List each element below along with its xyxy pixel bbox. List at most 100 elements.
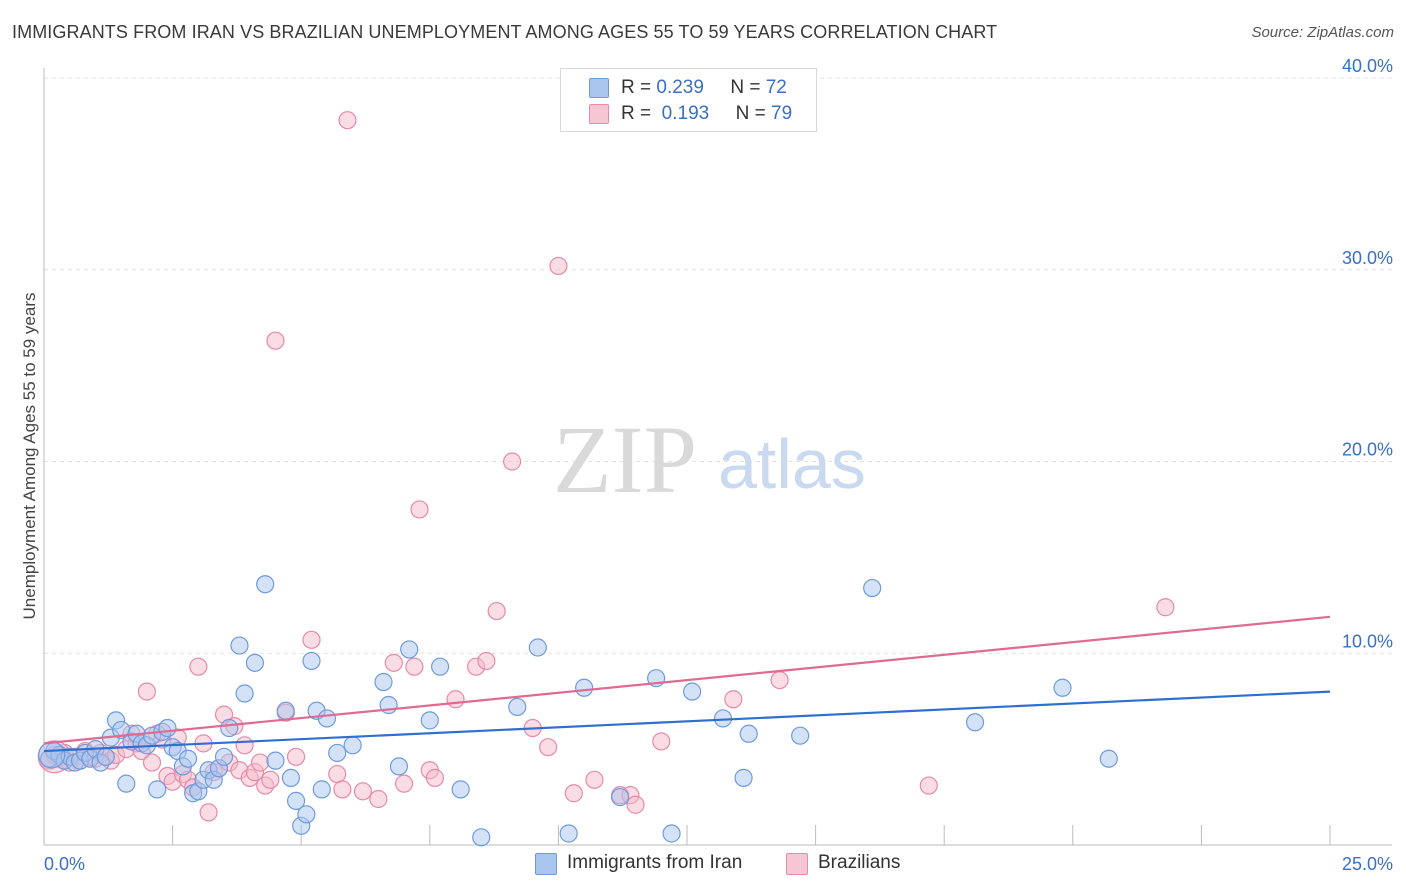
- iran-point-37: [235, 684, 254, 703]
- brazilians-point-71: [652, 732, 671, 751]
- iran-point-57: [430, 657, 450, 676]
- brazilians-point-67: [585, 770, 604, 789]
- iran-point-15: [117, 774, 136, 793]
- iran-point-67: [683, 682, 702, 701]
- brazilians-point-72: [724, 690, 743, 709]
- iran-point-27: [178, 749, 198, 768]
- brazilians-point-58: [446, 690, 465, 709]
- legend-n-label: N =: [735, 103, 766, 124]
- iran-point-62: [559, 824, 578, 843]
- brazilians-point-51: [369, 789, 388, 809]
- source-credit: Source: ZipAtlas.com: [1251, 24, 1394, 41]
- iran-point-23: [158, 718, 177, 738]
- y-tick-label-0: 10.0%: [1342, 631, 1393, 651]
- x-tick-labels: 0.0% 25.0%: [44, 854, 1393, 874]
- brazilians-point-37: [235, 736, 254, 755]
- iran-point-75: [1099, 749, 1118, 768]
- iran-point-41: [276, 701, 295, 720]
- series-iran-points: [38, 575, 1118, 847]
- trend-line-brazilians: [43, 615, 1331, 745]
- brazilians-point-49: [338, 111, 357, 130]
- iran-point-50: [328, 743, 347, 763]
- brazilians-point-19: [142, 753, 162, 772]
- legend-n-label: N =: [730, 77, 761, 98]
- legend-r-value: 0.239: [656, 77, 704, 98]
- brazilians-point-43: [266, 331, 285, 350]
- brazilians-point-66: [564, 784, 583, 803]
- iran-point-38: [245, 653, 265, 672]
- y-axis-label: Unemployment Among Ages 55 to 59 years: [20, 292, 39, 620]
- y-tick-label-3: 40.0%: [1342, 56, 1393, 76]
- brazilians-point-70: [626, 795, 645, 814]
- chart-title: IMMIGRANTS FROM IRAN VS BRAZILIAN UNEMPL…: [12, 22, 998, 42]
- brazilians-point-73: [770, 670, 789, 690]
- brazilians-point-64: [539, 738, 558, 757]
- iran-point-43: [286, 791, 306, 810]
- iran-point-35: [220, 718, 239, 738]
- y-tick-labels: 10.0% 20.0% 30.0% 40.0%: [1342, 56, 1393, 651]
- legend-label-brazilians: Brazilians: [818, 852, 901, 873]
- brazilians-point-60: [477, 651, 496, 671]
- legend-r-label: R =: [621, 77, 652, 98]
- iran-point-51: [343, 736, 362, 755]
- legend-swatch-brazilians: [786, 853, 808, 875]
- legend-series: Immigrants from Iran Brazilians: [0, 852, 1406, 878]
- brazilians-point-40: [250, 753, 270, 772]
- brazilians-point-74: [919, 776, 938, 795]
- iran-point-56: [420, 711, 439, 730]
- brazilians-point-52: [384, 653, 403, 672]
- iran-point-66: [662, 824, 681, 843]
- legend-swatch-brazilians: [589, 104, 609, 124]
- iran-point-72: [863, 578, 882, 598]
- iran-point-48: [312, 780, 331, 799]
- brazilians-point-53: [394, 774, 414, 793]
- x-tick-label-0: 0.0%: [44, 854, 85, 874]
- x-tick-label-1: 25.0%: [1342, 854, 1393, 874]
- brazilians-point-30: [199, 803, 218, 822]
- iran-point-52: [374, 672, 393, 692]
- iran-point-73: [965, 713, 985, 732]
- brazilians-point-46: [302, 630, 321, 649]
- iran-point-60: [508, 697, 527, 717]
- brazilians-point-47: [328, 764, 347, 784]
- watermark-atlas: atlas: [718, 425, 866, 503]
- iran-point-39: [256, 575, 275, 594]
- brazilians-point-57: [425, 768, 445, 787]
- iran-point-40: [266, 751, 285, 770]
- y-tick-label-2: 30.0%: [1342, 248, 1393, 268]
- legend-swatch-iran: [535, 853, 557, 875]
- trend-line-iran: [43, 690, 1331, 753]
- brazilians-point-28: [189, 657, 208, 676]
- brazilians-point-65: [549, 256, 568, 276]
- iran-point-36: [230, 636, 249, 655]
- legend-n-value: 79: [771, 103, 793, 124]
- iran-point-11: [96, 747, 115, 766]
- axes: [43, 68, 1392, 846]
- trend-lines: [43, 615, 1331, 753]
- legend-correlation: R = 0.239 N = 72 R = 0.193 N = 79: [560, 68, 817, 132]
- brazilians-point-48: [333, 780, 352, 799]
- iran-point-55: [400, 640, 419, 659]
- iran-point-58: [451, 780, 470, 799]
- brazilians-point-54: [405, 657, 424, 676]
- iran-point-45: [297, 805, 316, 824]
- iran-point-61: [528, 638, 547, 657]
- iran-point-63: [575, 678, 594, 697]
- iran-point-70: [739, 724, 758, 743]
- brazilians-point-61: [487, 601, 506, 621]
- iran-point-74: [1053, 678, 1072, 697]
- brazilians-point-45: [286, 747, 306, 766]
- legend-r-value: 0.193: [661, 103, 710, 124]
- watermark-zip: ZIP: [553, 406, 697, 513]
- legend-r-label: R =: [621, 103, 652, 124]
- brazilians-point-62: [503, 452, 522, 471]
- iran-point-54: [389, 757, 409, 776]
- iran-point-42: [281, 768, 301, 787]
- iran-point-64: [611, 787, 630, 807]
- brazilians-point-50: [353, 782, 373, 801]
- brazilians-point-55: [410, 500, 429, 519]
- legend-swatch-iran: [589, 78, 609, 98]
- legend-n-value: 72: [765, 77, 787, 98]
- grid-lines: [44, 77, 1392, 654]
- iran-point-69: [734, 768, 753, 787]
